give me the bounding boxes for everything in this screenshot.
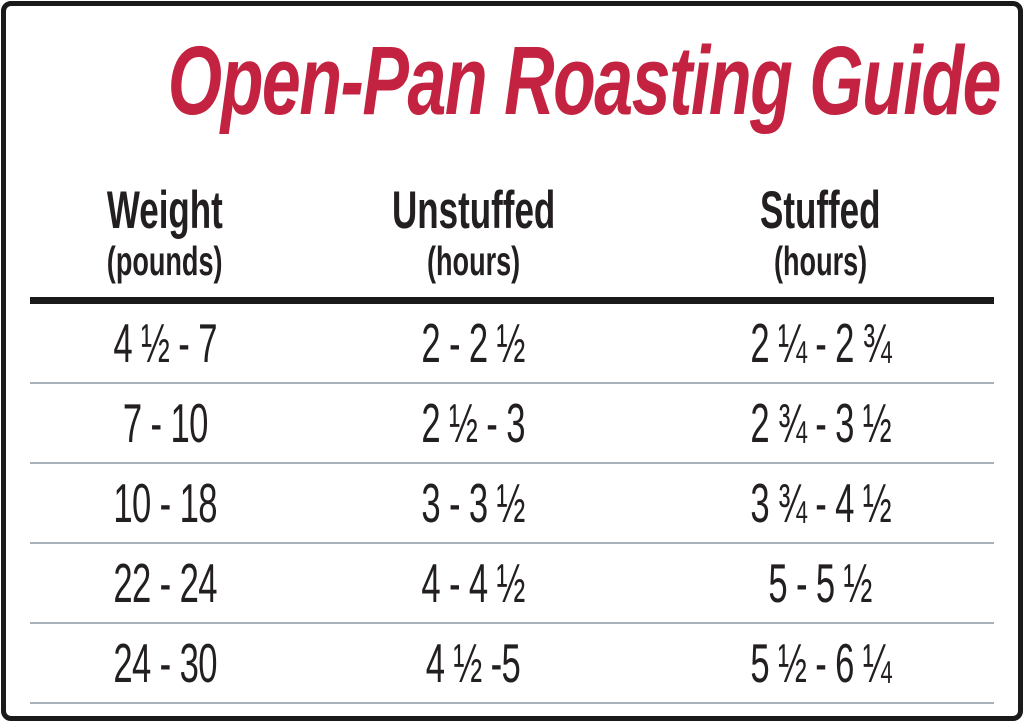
table-cell-weight: 10 - 18: [30, 471, 300, 534]
cell-value: 5 ½ - 6 ¼: [750, 631, 891, 694]
column-header-stuffed: Stuffed (hours): [647, 181, 994, 285]
header-label-line: Stuffed: [647, 181, 994, 240]
header-unit-line: (hours): [300, 238, 647, 285]
table-cell-stuffed: 5 - 5 ½: [647, 551, 994, 614]
table-cell-unstuffed: 4 - 4 ½: [300, 551, 647, 614]
cell-value: 22 - 24: [113, 551, 217, 614]
cell-value: 7 - 10: [122, 391, 208, 454]
roasting-guide-table: Weight (pounds) Unstuffed (hours) Stuffe…: [30, 181, 994, 705]
header-label-line: Unstuffed: [300, 181, 647, 240]
table-cell-stuffed: 2 ¾ - 3 ½: [647, 391, 994, 454]
cell-value: 10 - 18: [113, 471, 217, 534]
header-unit-line: (hours): [647, 238, 994, 285]
cell-value: 2 ¼ - 2 ¾: [750, 311, 891, 374]
header-label: Weight: [106, 181, 223, 240]
table-row: 7 - 10 2 ½ - 3 2 ¾ - 3 ½: [30, 384, 994, 465]
title-wrap: Open-Pan Roasting Guide: [6, 32, 1018, 134]
table-cell-stuffed: 3 ¾ - 4 ½: [647, 471, 994, 534]
cell-value: 4 ½ -5: [426, 631, 521, 694]
header-unit: (pounds): [107, 238, 223, 285]
table-cell-weight: 7 - 10: [30, 391, 300, 454]
column-header-unstuffed: Unstuffed (hours): [300, 181, 647, 285]
cell-value: 4 ½ - 7: [113, 311, 217, 374]
cell-value: 2 ½ - 3: [421, 391, 526, 454]
cell-value: 24 - 30: [113, 631, 217, 694]
table-cell-weight: 22 - 24: [30, 551, 300, 614]
table-cell-unstuffed: 4 ½ -5: [300, 631, 647, 694]
table-row: 10 - 18 3 - 3 ½ 3 ¾ - 4 ½: [30, 464, 994, 545]
cell-value: 5 - 5 ½: [768, 551, 873, 614]
cell-value: 2 ¾ - 3 ½: [750, 391, 891, 454]
page-title: Open-Pan Roasting Guide: [167, 26, 1002, 135]
table-row: 22 - 24 4 - 4 ½ 5 - 5 ½: [30, 544, 994, 625]
table-cell-stuffed: 2 ¼ - 2 ¾: [647, 311, 994, 374]
table-cell-unstuffed: 3 - 3 ½: [300, 471, 647, 534]
header-unit: (hours): [426, 238, 521, 285]
table-cell-unstuffed: 2 ½ - 3: [300, 391, 647, 454]
table-cell-weight: 4 ½ - 7: [30, 311, 300, 374]
table-cell-unstuffed: 2 - 2 ½: [300, 311, 647, 374]
header-label: Stuffed: [760, 181, 881, 240]
header-unit-line: (pounds): [30, 238, 300, 285]
column-header-weight: Weight (pounds): [30, 181, 300, 285]
table-row: 4 ½ - 7 2 - 2 ½ 2 ¼ - 2 ¾: [30, 304, 994, 385]
table-row: 24 - 30 4 ½ -5 5 ½ - 6 ¼: [30, 624, 994, 705]
table-header-row: Weight (pounds) Unstuffed (hours) Stuffe…: [30, 181, 994, 305]
table-cell-weight: 24 - 30: [30, 631, 300, 694]
table-cell-stuffed: 5 ½ - 6 ¼: [647, 631, 994, 694]
header-label-line: Weight: [30, 181, 300, 240]
cell-value: 3 - 3 ½: [421, 471, 526, 534]
cell-value: 3 ¾ - 4 ½: [750, 471, 891, 534]
header-unit: (hours): [773, 238, 868, 285]
cell-value: 4 - 4 ½: [421, 551, 526, 614]
cell-value: 2 - 2 ½: [421, 311, 526, 374]
header-label: Unstuffed: [391, 181, 556, 240]
